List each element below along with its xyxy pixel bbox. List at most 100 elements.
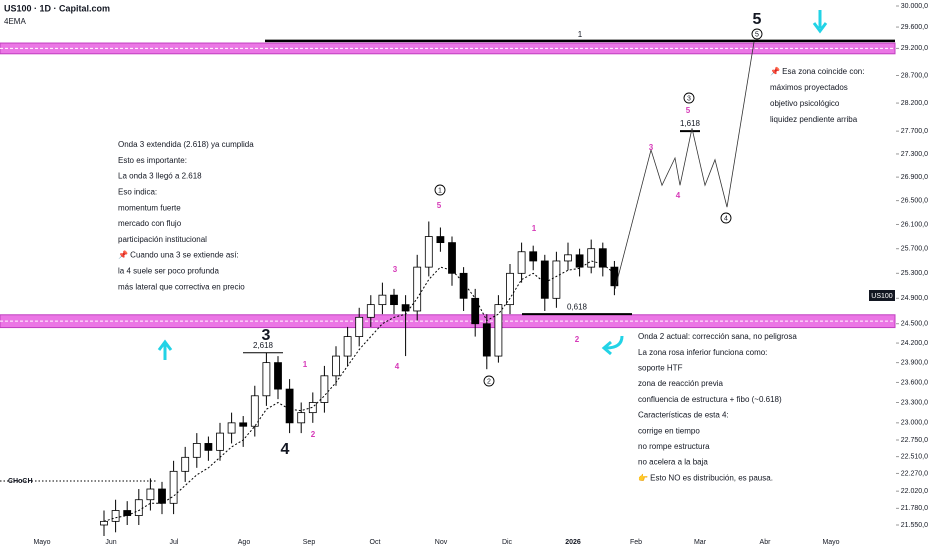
note-line: 📌 Esa zona coincide con: [770,66,864,76]
candle-body [598,248,607,268]
level-label: 1 [578,30,583,39]
x-tick-label: Mar [694,539,707,546]
wave-label-minor: 1 [303,360,308,369]
candle-body [146,488,155,501]
wave-label-circled: 1 [438,187,442,194]
arrow-down [812,10,828,34]
note-line: no rompe estructura [638,442,710,451]
level-label: 2,618 [253,341,274,350]
candle-body [540,260,549,299]
x-tick-label: Sep [303,539,316,546]
note-line: La onda 3 llegó a 2.618 [118,172,202,181]
arrow-curved [601,335,624,356]
candle-body [448,242,456,274]
candle-body [587,248,596,268]
indicator-label: 4EMA [4,17,26,26]
x-tick-label: Oct [370,539,381,546]
candle-body [494,304,503,357]
note-line: 📌 Cuando una 3 se extiende así: [118,250,239,260]
y-tick-label: 27.300,0 [901,151,928,158]
note-line: 👉 Esto NO es distribución, es pausa. [638,473,773,482]
note-line: máximos proyectados [770,83,848,92]
x-tick-label: Jul [170,539,179,546]
candle-body [239,422,248,427]
arrow-up [157,339,173,360]
candle-body [285,388,294,424]
candle-body [204,443,213,451]
y-tick-label: 24.900,0 [901,295,928,302]
wave-label-minor: 2 [311,430,316,439]
candle-body [390,294,398,306]
projection-line [614,41,755,289]
wave-circle [720,212,732,224]
note-line: Características de esta 4: [638,411,729,420]
candle-body [424,236,433,268]
candle-body [262,362,271,397]
wave-label-minor: 4 [676,191,681,200]
candle-body [459,272,468,299]
note-line: confluencia de estructura + fibo (~0.618… [638,395,782,404]
wave-circle [434,184,446,196]
y-tick-label: 25.300,0 [901,270,928,277]
note-line: momentum fuerte [118,203,181,212]
y-tick-label: 24.200,0 [901,340,928,347]
note-line: objetivo psicológico [770,99,840,108]
note-line: no acelera a la baja [638,458,708,467]
candle-body [320,375,329,403]
candle-body [169,470,178,504]
candle-body [227,422,236,434]
wave-label-circled: 2 [487,378,491,385]
candle-body [506,272,514,306]
wave-label-minor: 5 [686,106,691,115]
y-tick-label: 23.900,0 [901,359,928,366]
choch-label: CHoCH [8,478,33,485]
note-line: Esto es importante: [118,156,187,165]
candle-body [575,254,584,268]
y-tick-label: 22.510,0 [901,453,928,460]
note-line: mercado con flujo [118,219,182,228]
wave-circle [683,92,695,104]
price-tag [869,290,895,301]
wave-label-minor: 1 [532,224,537,233]
x-tick-label: Ago [238,539,251,546]
candle-body [111,510,120,522]
wave-circle [751,28,763,40]
y-tick-label: 28.200,0 [901,100,928,107]
candle-body [529,251,538,262]
x-tick-label: 2026 [565,539,581,546]
y-tick-label: 26.900,0 [901,174,928,181]
wave-label-major: 4 [281,441,290,458]
candle-body [413,266,422,312]
candle-body [564,254,572,262]
candle-body [378,294,387,306]
wave-label-minor: 3 [393,265,398,274]
note-line: liquidez pendiente arriba [770,115,858,124]
x-tick-label: Jun [105,539,116,546]
candle-body [192,443,201,458]
candle-body [274,362,282,390]
y-tick-label: 23.300,0 [901,399,928,406]
x-tick-label: Mayo [33,539,50,546]
y-tick-label: 22.750,0 [901,437,928,444]
candle-body [123,510,132,516]
level-label: 0,618 [567,302,588,311]
candle-body [552,260,561,299]
candle-body [216,432,224,451]
x-tick-label: Feb [630,539,642,546]
candle-body [401,304,410,312]
candle-body [355,316,364,337]
y-tick-label: 28.700,0 [901,72,928,79]
candle-body [250,395,259,427]
candle-body [181,456,190,472]
wave-circle [483,375,495,387]
wave-label-minor: 2 [575,335,580,344]
candle-body [366,304,375,318]
y-tick-label: 26.100,0 [901,221,928,228]
candle-body [134,499,143,516]
wave-label-major: 3 [262,327,271,344]
wave-label-circled: 3 [687,95,691,102]
y-tick-label: 26.500,0 [901,197,928,204]
wave-label-minor: 5 [437,201,442,210]
note-line: participación institucional [118,235,207,244]
